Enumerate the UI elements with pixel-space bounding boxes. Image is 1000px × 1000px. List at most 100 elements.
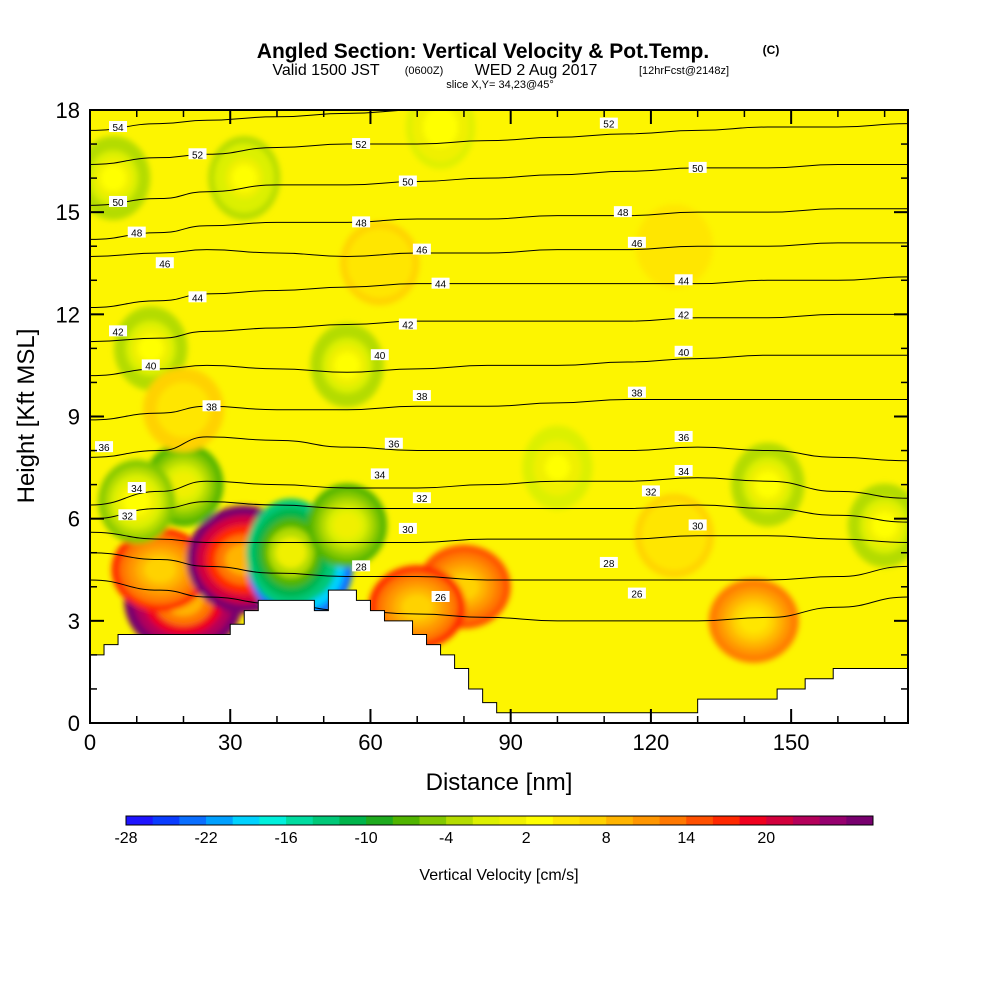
- colorbar-tick-label: -22: [194, 830, 217, 847]
- contour-label-box: [188, 148, 207, 160]
- contour-label-48: 48: [127, 226, 146, 240]
- contour-label-26: 26: [627, 587, 646, 601]
- contour-label-text: 50: [112, 198, 124, 209]
- isentrope-42: [90, 313, 908, 343]
- chart-subtitle: Valid 1500 JST (0600Z) WED 2 Aug 2017 [1…: [272, 62, 729, 79]
- contour-label-44: 44: [431, 277, 450, 291]
- contour-label-44: 44: [188, 291, 207, 304]
- contour-label-text: 28: [603, 559, 615, 570]
- contour-label-box: [674, 464, 693, 476]
- contour-label-text: 44: [192, 293, 204, 304]
- plot-area: 54 52 52 52 50 50 50 48 48 48 46 46 46 44 44 44 42 42 42 40…: [90, 110, 908, 723]
- velocity-blob-18: [366, 250, 394, 277]
- contour-label-48: 48: [352, 216, 371, 229]
- contour-label-text: 40: [678, 348, 690, 359]
- colorbar-swatch: [846, 816, 874, 825]
- contour-label-box: [127, 482, 146, 494]
- contour-label-box: [627, 587, 646, 599]
- contour-label-28: 28: [352, 560, 371, 573]
- contour-label-box: [674, 308, 693, 320]
- contour-label-box: [109, 325, 128, 337]
- chart-title-unit: (C): [763, 43, 780, 57]
- contour-label-box: [398, 522, 417, 534]
- contour-label-48: 48: [613, 206, 632, 219]
- isentrope-48: [90, 208, 908, 240]
- x-tick-label: 30: [218, 730, 242, 755]
- contour-label-box: [613, 206, 632, 218]
- contour-label-50: 50: [398, 175, 417, 189]
- colorbar-tick-label: -16: [275, 830, 298, 847]
- isentrope-26: [90, 579, 908, 622]
- colorbar-swatch: [472, 816, 500, 825]
- contour-label-40: 40: [674, 345, 693, 359]
- contour-label-text: 38: [416, 392, 428, 403]
- colorbar-tick-labels: -28 -22 -16 -10 -4 2 8 14 20: [114, 830, 775, 847]
- contour-labels: 54 52 52 52 50 50 50 48 48 48 46 46 46 44 44 44 42 42 42 40…: [95, 117, 707, 604]
- contour-label-box: [384, 437, 403, 449]
- velocity-blob-14: [738, 607, 769, 635]
- isentrope-30: [90, 531, 908, 544]
- contour-label-text: 34: [678, 467, 690, 478]
- contour-label-text: 46: [159, 259, 171, 270]
- contour-label-42: 42: [398, 318, 417, 332]
- velocity-blob-19: [661, 233, 688, 260]
- colorbar-swatch: [126, 816, 154, 825]
- contour-label-text: 40: [374, 351, 386, 362]
- velocity-blob-7: [123, 488, 151, 515]
- contour-label-text: 30: [402, 525, 414, 536]
- contour-label-box: [141, 359, 160, 371]
- contour-label-box: [599, 117, 618, 129]
- colorbar-swatch: [526, 816, 554, 825]
- colorbar-tick-label: 20: [757, 830, 775, 847]
- colorbar-swatch: [632, 816, 661, 825]
- contour-label-box: [202, 400, 221, 412]
- contour-label-36: 36: [674, 430, 693, 444]
- contour-label-text: 52: [603, 120, 615, 131]
- contour-label-42: 42: [674, 308, 693, 321]
- contour-label-box: [688, 519, 707, 531]
- x-axis-ticks: 0 30 60 90 120 150: [84, 110, 886, 755]
- contour-label-text: 36: [678, 433, 690, 444]
- contour-label-box: [109, 121, 128, 133]
- y-tick-label: 15: [56, 200, 80, 225]
- contour-label-box: [118, 509, 137, 521]
- isentrope-50: [90, 163, 908, 206]
- contour-label-46: 46: [627, 236, 646, 250]
- contour-label-box: [627, 386, 646, 398]
- colorbar-swatch: [259, 816, 287, 825]
- contour-label-40: 40: [370, 349, 389, 362]
- contour-label-text: 38: [631, 389, 643, 400]
- contour-label-box: [127, 226, 146, 238]
- contour-label-text: 44: [678, 276, 690, 287]
- x-tick-label: 90: [498, 730, 522, 755]
- colorbar-tick-label: -28: [114, 830, 137, 847]
- subtitle-forecast: [12hrFcst@2148z]: [639, 65, 729, 77]
- contour-label-32: 32: [641, 485, 660, 498]
- contour-label-box: [398, 175, 417, 187]
- velocity-blob-5: [333, 512, 362, 539]
- contour-label-40: 40: [141, 359, 160, 372]
- velocity-blob-1: [143, 556, 177, 583]
- contour-label-box: [188, 291, 207, 303]
- colorbar-tick-label: -4: [439, 830, 453, 847]
- contour-label-text: 26: [631, 590, 643, 601]
- contour-label-box: [352, 216, 371, 228]
- contour-label-46: 46: [155, 257, 174, 270]
- contour-label-52: 52: [599, 117, 618, 131]
- isentrope-44: [90, 276, 908, 309]
- contour-label-36: 36: [384, 437, 403, 451]
- contour-label-32: 32: [412, 492, 431, 505]
- contour-label-box: [674, 274, 693, 286]
- y-tick-label: 12: [56, 302, 80, 327]
- isentrope-36: [90, 436, 908, 462]
- velocity-field: [90, 110, 908, 663]
- contour-label-text: 32: [416, 494, 428, 505]
- contour-label-44: 44: [674, 274, 693, 287]
- contour-label-38: 38: [412, 390, 431, 403]
- colorbar-swatch: [312, 816, 340, 825]
- y-tick-label: 6: [68, 507, 80, 532]
- contour-label-box: [412, 390, 431, 402]
- contour-label-box: [412, 492, 431, 504]
- contour-label-box: [352, 560, 371, 572]
- contour-label-46: 46: [412, 243, 431, 257]
